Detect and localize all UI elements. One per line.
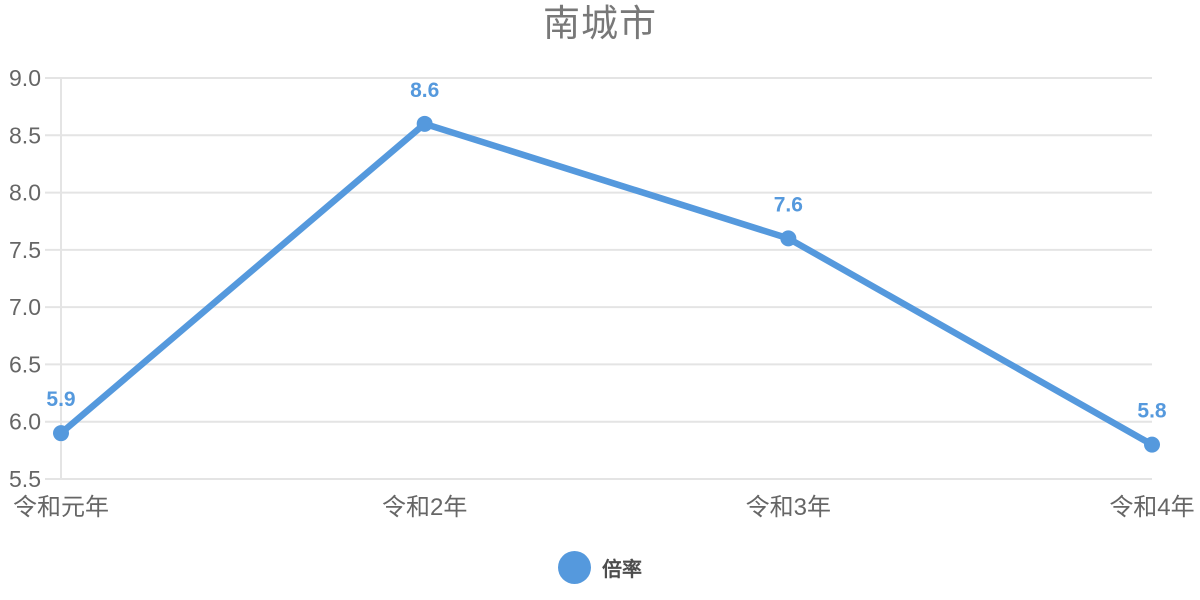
data-point-label: 7.6 — [774, 193, 803, 216]
x-axis-tick-label: 令和2年 — [382, 494, 467, 521]
data-line — [57, 120, 1156, 448]
data-point — [780, 230, 797, 247]
chart-title: 南城市 — [543, 3, 657, 44]
data-point — [1144, 436, 1160, 453]
y-axis-tick-label: 9.0 — [9, 65, 41, 91]
y-axis-tick-label: 5.5 — [9, 466, 41, 492]
y-axis-tick-label: 8.0 — [9, 180, 41, 206]
y-axis-tick-label: 6.0 — [9, 409, 41, 435]
y-axis-tick-label: 6.5 — [9, 351, 41, 377]
data-point — [53, 425, 69, 442]
legend-label: 倍率 — [602, 559, 642, 581]
data-point-label: 8.6 — [410, 79, 439, 102]
legend-marker-circle-icon — [558, 551, 591, 584]
x-axis-tick-label: 令和元年 — [13, 494, 109, 521]
y-axis-tick-label: 7.5 — [9, 237, 41, 263]
y-axis-tick-label: 7.0 — [9, 294, 41, 320]
y-axis-tick-label: 8.5 — [9, 122, 41, 148]
x-axis-tick-label: 令和4年 — [1109, 494, 1194, 521]
data-point-label: 5.8 — [1137, 400, 1167, 423]
legend[interactable]: 倍率 — [0, 551, 1200, 584]
x-axis-tick-label: 令和3年 — [746, 494, 831, 521]
data-point-label: 5.9 — [46, 388, 75, 411]
data-point — [416, 115, 433, 132]
